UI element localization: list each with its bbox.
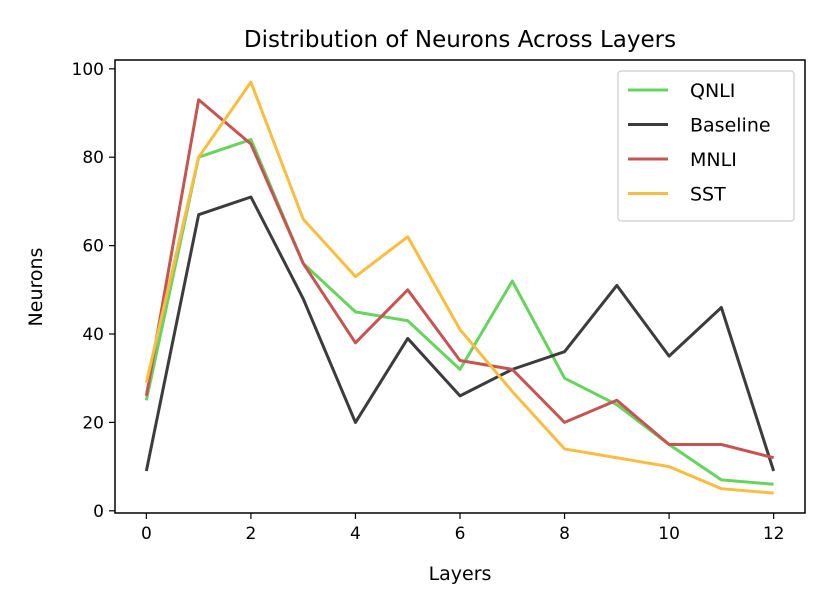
- legend-label-mnli: MNLI: [690, 149, 737, 171]
- legend-box: [617, 70, 795, 222]
- legend: QNLI Baseline MNLI SST: [617, 70, 795, 222]
- x-tick-label: 4: [350, 524, 361, 544]
- x-tick-label: 8: [559, 524, 570, 544]
- y-tick-label: 80: [82, 148, 104, 168]
- y-tick-label: 0: [93, 502, 104, 522]
- x-tick-label: 2: [245, 524, 256, 544]
- series-line-baseline: [144, 195, 776, 472]
- x-tick-label: 12: [763, 524, 785, 544]
- y-axis-label: Neurons: [25, 248, 47, 327]
- series-layer: [144, 80, 776, 495]
- x-tick-label: 0: [141, 524, 152, 544]
- series-line-mnli: [144, 98, 775, 460]
- x-axis-label: Layers: [429, 563, 492, 585]
- y-tick-label: 20: [82, 413, 104, 433]
- legend-label-sst: SST: [690, 184, 726, 206]
- ticks-layer: 0 2 4 6 8 10 12 0 20 40 60 80 100: [72, 60, 785, 544]
- x-tick-label: 6: [455, 524, 466, 544]
- y-tick-label: 60: [82, 237, 104, 257]
- y-tick-label: 100: [72, 60, 104, 80]
- series-line-sst: [144, 80, 774, 495]
- legend-label-qnli: QNLI: [690, 80, 735, 102]
- legend-label-baseline: Baseline: [690, 115, 771, 137]
- x-tick-label: 10: [658, 524, 680, 544]
- y-tick-label: 40: [82, 325, 104, 345]
- chart-title: Distribution of Neurons Across Layers: [244, 27, 676, 53]
